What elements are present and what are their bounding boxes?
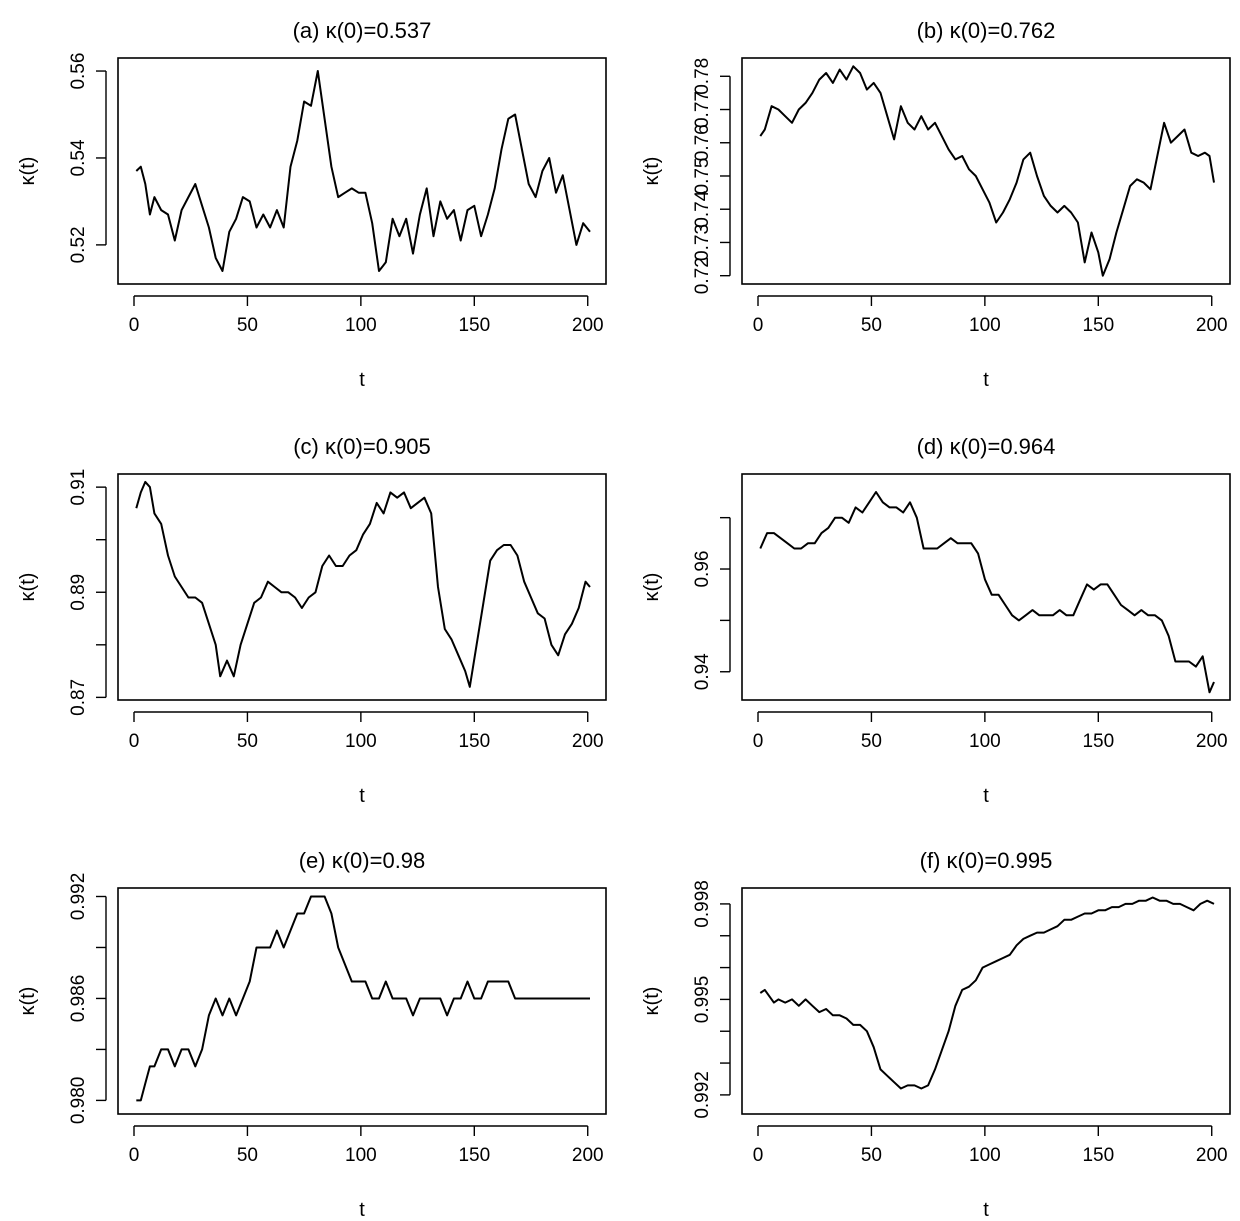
- plot-frame-e: [117, 887, 607, 1115]
- plot-frame-b: [741, 57, 1231, 285]
- x-tick-label-a: 150: [458, 315, 490, 336]
- series-line-f: [759, 896, 1215, 1090]
- x-tick-label-c: 100: [345, 731, 377, 752]
- y-axis-label-b: κ(t): [641, 157, 663, 186]
- x-axis-label-c: t: [359, 785, 365, 807]
- x-tick-label-d: 150: [1082, 731, 1114, 752]
- panel-title-a: (a) κ(0)=0.537: [293, 18, 432, 43]
- y-tick-label-f: 0.992: [692, 1071, 713, 1119]
- x-tick-label-c: 50: [237, 731, 258, 752]
- x-tick-label-a: 0: [129, 315, 140, 336]
- panel-title-d: (d) κ(0)=0.964: [917, 434, 1056, 459]
- y-tick-label-e: 0.980: [68, 1077, 89, 1125]
- y-tick-label-b: 0.78: [692, 58, 713, 95]
- panel-title-c: (c) κ(0)=0.905: [293, 434, 431, 459]
- y-tick-label-a: 0.56: [68, 53, 89, 90]
- x-tick-label-a: 50: [237, 315, 258, 336]
- x-axis-label-f: t: [983, 1199, 989, 1221]
- y-tick-label-c: 0.91: [68, 469, 89, 506]
- y-tick-label-e: 0.992: [68, 873, 89, 921]
- panel-title-f: (f) κ(0)=0.995: [920, 848, 1053, 873]
- y-tick-label-b: 0.75: [692, 157, 713, 194]
- x-tick-label-c: 200: [572, 731, 604, 752]
- x-axis-label-d: t: [983, 785, 989, 807]
- y-tick-label-b: 0.73: [692, 224, 713, 261]
- y-tick-label-a: 0.54: [68, 139, 89, 176]
- x-tick-label-f: 200: [1196, 1145, 1228, 1166]
- x-tick-label-f: 150: [1082, 1145, 1114, 1166]
- x-tick-label-e: 0: [129, 1145, 140, 1166]
- y-axis-label-d: κ(t): [641, 573, 663, 602]
- y-axis-label-e: κ(t): [17, 987, 39, 1016]
- plot-frame-c: [117, 473, 607, 701]
- x-tick-label-a: 200: [572, 315, 604, 336]
- plot-frame-f: [741, 887, 1231, 1115]
- x-tick-label-c: 0: [129, 731, 140, 752]
- x-tick-label-d: 0: [753, 731, 764, 752]
- x-axis-label-e: t: [359, 1199, 365, 1221]
- panel-title-b: (b) κ(0)=0.762: [917, 18, 1056, 43]
- series-line-c: [135, 480, 591, 688]
- x-tick-label-b: 50: [861, 315, 882, 336]
- x-tick-label-f: 50: [861, 1145, 882, 1166]
- y-tick-label-d: 0.96: [692, 551, 713, 588]
- x-tick-label-d: 200: [1196, 731, 1228, 752]
- y-tick-label-f: 0.995: [692, 976, 713, 1024]
- x-tick-label-d: 50: [861, 731, 882, 752]
- x-tick-label-d: 100: [969, 731, 1001, 752]
- x-tick-label-c: 150: [458, 731, 490, 752]
- y-tick-label-c: 0.87: [68, 679, 89, 716]
- x-axis-label-b: t: [983, 369, 989, 391]
- y-tick-label-c: 0.89: [68, 574, 89, 611]
- y-tick-label-d: 0.94: [692, 653, 713, 690]
- y-tick-label-f: 0.998: [692, 880, 713, 928]
- x-tick-label-f: 0: [753, 1145, 764, 1166]
- series-line-d: [759, 491, 1215, 694]
- y-axis-label-f: κ(t): [641, 987, 663, 1016]
- x-tick-label-e: 150: [458, 1145, 490, 1166]
- x-tick-label-e: 100: [345, 1145, 377, 1166]
- x-tick-label-b: 150: [1082, 315, 1114, 336]
- plot-frame-a: [117, 57, 607, 285]
- x-tick-label-b: 200: [1196, 315, 1228, 336]
- y-tick-label-b: 0.76: [692, 124, 713, 161]
- y-tick-label-b: 0.74: [692, 190, 713, 227]
- x-tick-label-b: 0: [753, 315, 764, 336]
- series-line-a: [135, 70, 591, 272]
- x-tick-label-b: 100: [969, 315, 1001, 336]
- y-tick-label-b: 0.77: [692, 91, 713, 128]
- x-tick-label-f: 100: [969, 1145, 1001, 1166]
- y-tick-label-a: 0.52: [68, 226, 89, 263]
- series-line-e: [136, 895, 590, 1102]
- x-tick-label-e: 200: [572, 1145, 604, 1166]
- panel-title-e: (e) κ(0)=0.98: [299, 848, 426, 873]
- x-axis-label-a: t: [359, 369, 365, 391]
- series-line-b: [759, 65, 1215, 277]
- y-axis-label-a: κ(t): [17, 157, 39, 186]
- y-tick-label-b: 0.72: [692, 257, 713, 294]
- plot-frame-d: [741, 473, 1231, 701]
- y-tick-label-e: 0.986: [68, 975, 89, 1023]
- y-axis-label-c: κ(t): [17, 573, 39, 602]
- x-tick-label-e: 50: [237, 1145, 258, 1166]
- x-tick-label-a: 100: [345, 315, 377, 336]
